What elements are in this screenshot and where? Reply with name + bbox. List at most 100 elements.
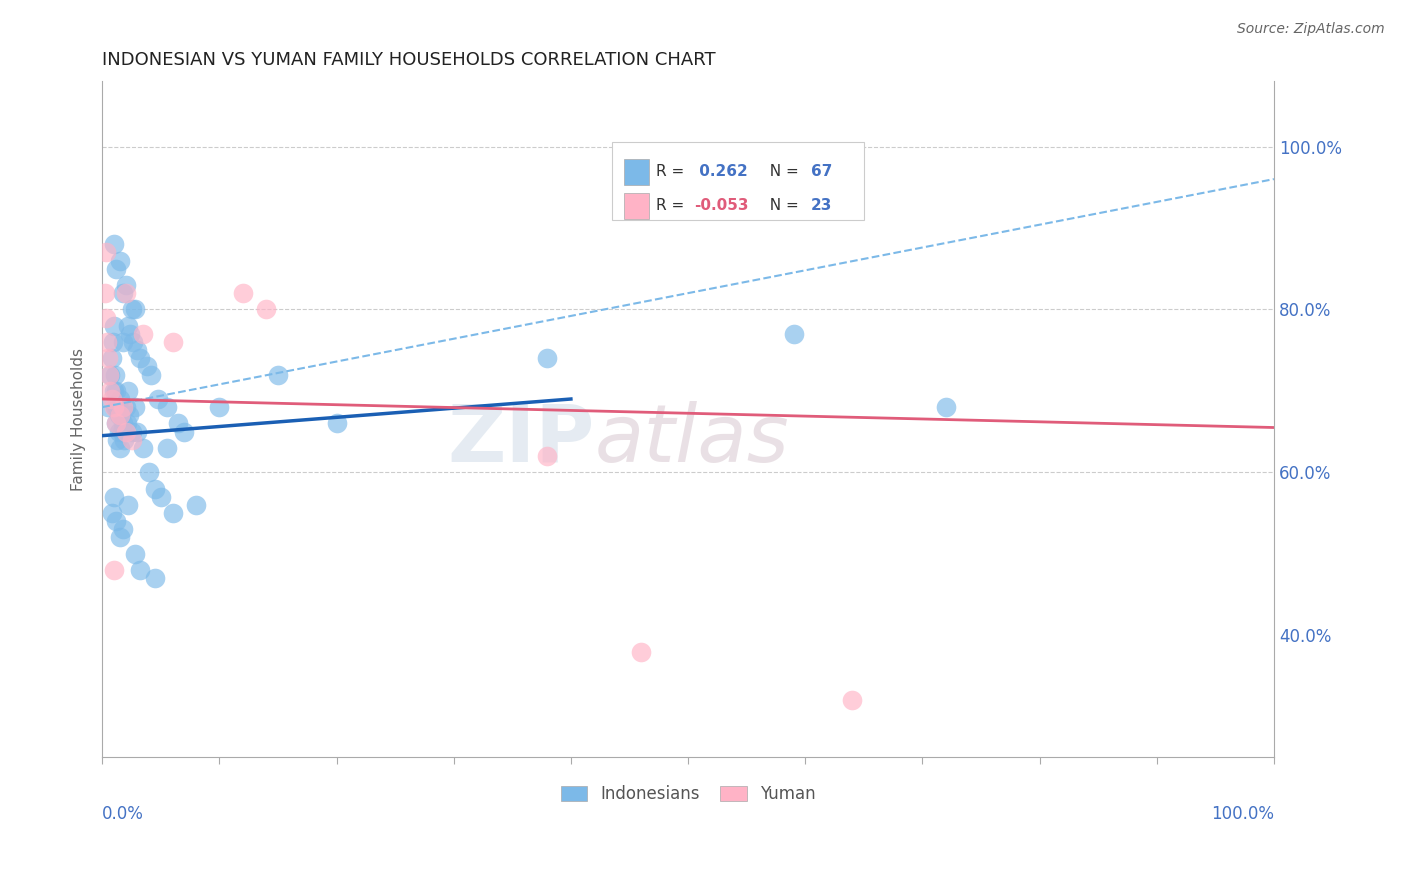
Bar	[624, 159, 650, 185]
Text: 0.262: 0.262	[695, 164, 748, 179]
Point	[103, 490, 125, 504]
Point	[114, 400, 136, 414]
Point	[167, 417, 190, 431]
Point	[108, 253, 131, 268]
Point	[114, 425, 136, 439]
Text: N =: N =	[759, 198, 803, 213]
Point	[107, 400, 129, 414]
Point	[105, 417, 128, 431]
Point	[97, 351, 120, 366]
Point	[141, 368, 163, 382]
Point	[127, 425, 149, 439]
Point	[128, 563, 150, 577]
Point	[128, 351, 150, 366]
Point	[103, 237, 125, 252]
Point	[232, 286, 254, 301]
Point	[101, 334, 124, 349]
Point	[132, 441, 155, 455]
Point	[112, 286, 135, 301]
Point	[841, 693, 863, 707]
Point	[97, 400, 120, 414]
Point	[104, 368, 127, 382]
Point	[162, 334, 184, 349]
Point	[143, 482, 166, 496]
Point	[325, 417, 347, 431]
Point	[105, 384, 128, 398]
Text: 67: 67	[811, 164, 832, 179]
Point	[108, 409, 131, 423]
Point	[536, 351, 558, 366]
Point	[100, 392, 122, 406]
Point	[108, 392, 131, 406]
Point	[135, 359, 157, 374]
Point	[111, 425, 134, 439]
Point	[124, 547, 146, 561]
Point	[103, 384, 125, 398]
Point	[121, 433, 143, 447]
Point	[120, 326, 142, 341]
Point	[115, 417, 138, 431]
Point	[173, 425, 195, 439]
Point	[100, 351, 122, 366]
Text: -0.053: -0.053	[695, 198, 748, 213]
Point	[110, 409, 132, 423]
Y-axis label: Family Households: Family Households	[72, 348, 86, 491]
Point	[107, 409, 129, 423]
Point	[114, 286, 136, 301]
Point	[100, 384, 122, 398]
Point	[105, 514, 128, 528]
Text: INDONESIAN VS YUMAN FAMILY HOUSEHOLDS CORRELATION CHART: INDONESIAN VS YUMAN FAMILY HOUSEHOLDS CO…	[103, 51, 716, 69]
Point	[103, 318, 125, 333]
Point	[782, 326, 804, 341]
Point	[630, 644, 652, 658]
Point	[112, 400, 135, 414]
Point	[121, 334, 143, 349]
Point	[208, 400, 231, 414]
Point	[117, 384, 139, 398]
Point	[117, 318, 139, 333]
Point	[121, 425, 143, 439]
Point	[112, 522, 135, 536]
Text: ZIP: ZIP	[447, 401, 595, 479]
Text: R =: R =	[657, 164, 689, 179]
Point	[105, 261, 128, 276]
Point	[94, 245, 117, 260]
Point	[103, 400, 125, 414]
Bar	[612, 142, 863, 220]
Point	[105, 417, 128, 431]
Point	[107, 425, 129, 439]
Text: 100.0%: 100.0%	[1211, 805, 1274, 822]
Point	[112, 334, 135, 349]
Text: R =: R =	[657, 198, 689, 213]
Point	[138, 466, 160, 480]
Text: N =: N =	[759, 164, 803, 179]
Text: atlas: atlas	[595, 401, 789, 479]
Point	[100, 506, 122, 520]
Legend: Indonesians, Yuman: Indonesians, Yuman	[554, 779, 823, 810]
Text: 0.0%: 0.0%	[103, 805, 143, 822]
Bar	[624, 193, 650, 219]
Point	[254, 302, 277, 317]
Point	[108, 531, 131, 545]
Point	[935, 400, 957, 414]
Point	[103, 563, 125, 577]
Text: Source: ZipAtlas.com: Source: ZipAtlas.com	[1237, 22, 1385, 37]
Text: 23: 23	[811, 198, 832, 213]
Point	[536, 449, 558, 463]
Point	[114, 277, 136, 292]
Point	[104, 400, 127, 414]
Point	[124, 400, 146, 414]
Point	[156, 441, 179, 455]
Point	[98, 368, 121, 382]
Point	[132, 326, 155, 341]
Point	[118, 409, 141, 423]
Point	[124, 302, 146, 317]
Point	[107, 433, 129, 447]
Point	[112, 417, 135, 431]
Point	[94, 310, 117, 325]
Point	[121, 302, 143, 317]
Point	[149, 490, 172, 504]
Point	[184, 498, 207, 512]
Point	[114, 433, 136, 447]
Point	[100, 368, 122, 382]
